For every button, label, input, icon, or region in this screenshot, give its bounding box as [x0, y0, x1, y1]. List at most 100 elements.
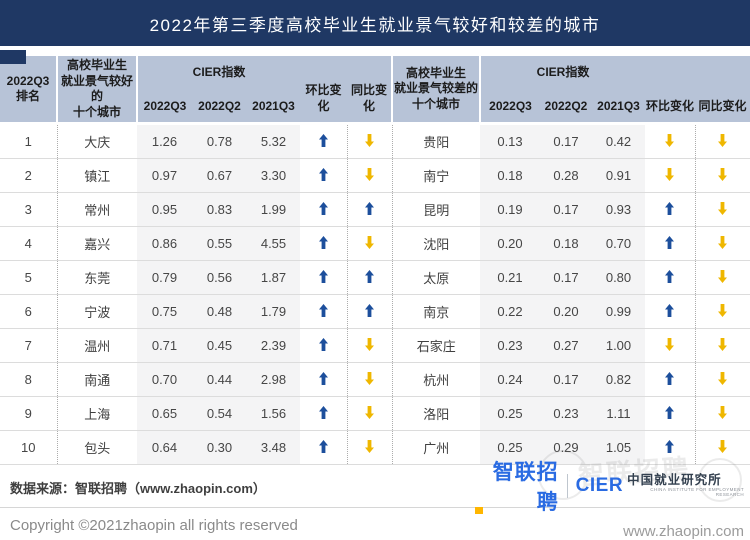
- table-row: 9 上海 0.65 0.54 1.56 洛阳 0.25 0.23 1.11: [0, 396, 750, 432]
- bad-mom-trend-cell: [645, 260, 696, 296]
- table-row: 1 大庆 1.26 0.78 5.32 贵阳 0.13 0.17 0.42: [0, 122, 750, 160]
- cier-logo-text: CIER: [575, 475, 624, 496]
- rank-cell: 5: [0, 260, 58, 296]
- down-arrow-icon: [365, 439, 374, 453]
- table-row: 5 东莞 0.79 0.56 1.87 太原 0.21 0.17 0.80: [0, 260, 750, 296]
- good-city-cell: 镇江: [57, 158, 137, 194]
- rank-cell: 10: [0, 430, 58, 466]
- bad-cier-2022q2-cell: 0.17: [540, 362, 592, 398]
- bad-mom-trend-cell: [645, 122, 696, 160]
- good-cier-2022q2-cell: 0.30: [192, 430, 247, 466]
- down-arrow-icon: [665, 337, 675, 351]
- up-arrow-icon: [318, 133, 328, 147]
- bad-yoy-trend-cell: [695, 226, 750, 262]
- bad-city-cell: 洛阳: [392, 396, 480, 432]
- up-arrow-icon: [318, 303, 328, 317]
- bad-cier-2022q2-cell: 0.17: [540, 122, 592, 160]
- good-city-cell: 大庆: [57, 122, 137, 160]
- good-cier-2021q3-cell: 1.56: [247, 396, 300, 432]
- good-cier-2022q3-cell: 0.65: [137, 396, 192, 432]
- down-arrow-icon: [718, 303, 728, 317]
- down-arrow-icon: [718, 133, 728, 147]
- good-mom-trend-cell: [300, 294, 348, 330]
- good-yoy-trend-cell: [347, 122, 393, 160]
- bad-cier-2022q3-cell: 0.13: [480, 122, 540, 160]
- up-arrow-icon: [318, 167, 328, 181]
- good-cier-2021q3-cell: 1.87: [247, 260, 300, 296]
- good-mom-trend-cell: [300, 430, 348, 466]
- good-yoy-trend-cell: [347, 158, 393, 194]
- bad-cier-2022q3-cell: 0.25: [480, 396, 540, 432]
- good-mom-trend-cell: [300, 158, 348, 194]
- data-source-note: 数据来源：智联招聘（www.zhaopin.com）: [10, 481, 266, 497]
- good-cier-2022q3-cell: 0.64: [137, 430, 192, 466]
- good-mom-trend-cell: [300, 396, 348, 432]
- good-city-cell: 东莞: [57, 260, 137, 296]
- down-arrow-icon: [718, 439, 728, 453]
- bad-mom-trend-cell: [645, 396, 696, 432]
- down-arrow-icon: [365, 167, 374, 181]
- table-row: 3 常州 0.95 0.83 1.99 昆明 0.19 0.17 0.93: [0, 192, 750, 228]
- good-yoy-trend-cell: [347, 430, 393, 466]
- bad-cier-2021q3-cell: 1.05: [592, 430, 645, 466]
- bad-yoy-trend-cell: [695, 362, 750, 398]
- col-header-cier-bad: CIER指数: [480, 56, 645, 91]
- rank-cell: 8: [0, 362, 58, 398]
- accent-square: [0, 50, 26, 64]
- table-row: 6 宁波 0.75 0.48 1.79 南京 0.22 0.20 0.99: [0, 294, 750, 330]
- good-cier-2022q2-cell: 0.56: [192, 260, 247, 296]
- bad-city-cell: 贵阳: [392, 122, 480, 160]
- good-cier-2022q2-cell: 0.67: [192, 158, 247, 194]
- title-banner: 2022年第三季度高校毕业生就业景气较好和较差的城市: [0, 0, 750, 46]
- logo-row: 智联招聘 CIER 中国就业研究所 CHINA INSTITUTE FOR EM…: [474, 456, 744, 516]
- subcol-good-2021q3: 2021Q3: [247, 90, 300, 124]
- subcol-bad-2021q3: 2021Q3: [592, 90, 645, 124]
- bad-mom-trend-cell: [645, 328, 696, 364]
- up-arrow-icon: [365, 303, 374, 317]
- down-arrow-icon: [718, 405, 728, 419]
- good-city-cell: 嘉兴: [57, 226, 137, 262]
- up-arrow-icon: [318, 235, 328, 249]
- bad-cier-2022q3-cell: 0.24: [480, 362, 540, 398]
- cier-logo: CIER 中国就业研究所 CHINA INSTITUTE FOR EMPLOYM…: [575, 473, 744, 498]
- bad-cier-2022q3-cell: 0.19: [480, 192, 540, 228]
- cier-logo-cn: 中国就业研究所: [627, 473, 722, 488]
- good-yoy-trend-cell: [347, 294, 393, 330]
- good-cier-2022q2-cell: 0.83: [192, 192, 247, 228]
- table-row: 2 镇江 0.97 0.67 3.30 南宁 0.18 0.28 0.91: [0, 158, 750, 194]
- down-arrow-icon: [718, 371, 728, 385]
- subcol-bad-2022q2: 2022Q2: [540, 90, 592, 124]
- up-arrow-icon: [665, 439, 675, 453]
- bad-city-cell: 杭州: [392, 362, 480, 398]
- bad-cier-2022q2-cell: 0.17: [540, 192, 592, 228]
- good-cier-2021q3-cell: 2.39: [247, 328, 300, 364]
- down-arrow-icon: [718, 201, 728, 215]
- good-cier-2021q3-cell: 1.79: [247, 294, 300, 330]
- bad-cier-2021q3-cell: 0.70: [592, 226, 645, 262]
- bad-yoy-trend-cell: [695, 122, 750, 160]
- good-yoy-trend-cell: [347, 192, 393, 228]
- good-mom-trend-cell: [300, 192, 348, 228]
- table-header: 2022Q3 排名 高校毕业生 就业景气较好的 十个城市 CIER指数 环比变化…: [0, 56, 750, 124]
- bad-mom-trend-cell: [645, 192, 696, 228]
- bad-cier-2022q3-cell: 0.23: [480, 328, 540, 364]
- good-yoy-trend-cell: [347, 260, 393, 296]
- bad-yoy-trend-cell: [695, 328, 750, 364]
- zhaopin-logo: 智联招聘: [474, 456, 559, 516]
- bad-cier-2022q2-cell: 0.17: [540, 260, 592, 296]
- bad-yoy-trend-cell: [695, 158, 750, 194]
- col-header-good-cities: 高校毕业生 就业景气较好的 十个城市: [57, 56, 138, 124]
- footer-divider: [0, 507, 750, 509]
- down-arrow-icon: [365, 371, 374, 385]
- good-cier-2022q2-cell: 0.55: [192, 226, 247, 262]
- table-row: 4 嘉兴 0.86 0.55 4.55 沈阳 0.20 0.18 0.70: [0, 226, 750, 262]
- bad-yoy-trend-cell: [695, 260, 750, 296]
- table-row: 8 南通 0.70 0.44 2.98 杭州 0.24 0.17 0.82: [0, 362, 750, 398]
- up-arrow-icon: [318, 405, 328, 419]
- down-arrow-icon: [365, 337, 374, 351]
- up-arrow-icon: [365, 201, 374, 215]
- down-arrow-icon: [665, 167, 675, 181]
- bad-yoy-trend-cell: [695, 294, 750, 330]
- down-arrow-icon: [365, 235, 374, 249]
- bad-cier-2021q3-cell: 0.93: [592, 192, 645, 228]
